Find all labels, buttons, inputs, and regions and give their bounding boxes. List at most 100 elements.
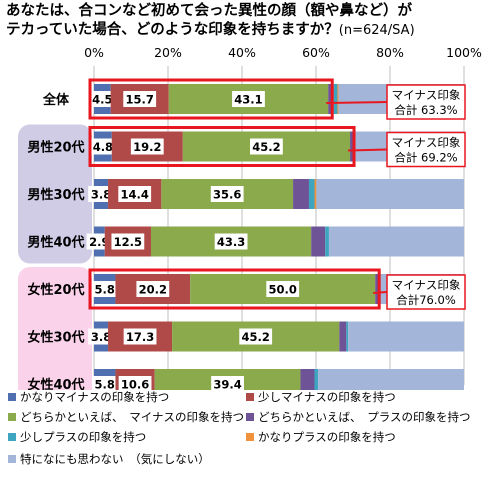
data-label-box [88, 328, 114, 345]
bar-segment [337, 84, 339, 114]
data-label-box [211, 376, 244, 390]
data-label-box [266, 281, 300, 297]
data-label: 43.1 [234, 93, 262, 107]
callout-line-1: マイナス印象 [392, 88, 461, 102]
legend-item: どちらかといえば、 マイナスの印象を持つ [8, 409, 244, 425]
category-group-band [18, 124, 92, 264]
data-label-box [214, 233, 248, 250]
title-line-2-text: テカっていた場合、どのような印象を持ちますか？ [6, 22, 339, 38]
legend-swatch [8, 413, 16, 421]
legend-swatch [246, 393, 254, 401]
data-label: 12.5 [114, 235, 142, 249]
title-line-1: あなたは、合コンなど初めて会った異性の顔（額や鼻など）が [6, 3, 412, 19]
bar-segment [333, 84, 338, 114]
data-label: 20.2 [139, 283, 167, 297]
data-label-box [88, 186, 114, 202]
data-label: 45.2 [252, 140, 280, 154]
callout-box [386, 131, 466, 168]
stacked-bar-chart: 0% 20% 40% 60% 80% 100% 全体 4.5 15.7 43.1 男性20代 4.8 1… [18, 45, 482, 391]
data-label-box [210, 186, 244, 202]
legend-label: どちらかといえば、 マイナスの印象を持つ [20, 410, 245, 424]
category-group-band [18, 267, 92, 390]
legend-label: 特になにも思わない （気にしない） [20, 452, 210, 466]
data-label-box [91, 376, 118, 390]
legend-swatch [246, 433, 254, 441]
data-label: 39.4 [213, 378, 241, 391]
x-tick-label: 40% [228, 45, 256, 60]
data-label-box [111, 233, 145, 250]
legend-label: かなりマイナスの印象を持つ [20, 390, 170, 404]
legend-item: かなりプラスの印象を持つ [246, 429, 396, 445]
callout-pointer [326, 101, 388, 104]
callout-pointer [373, 291, 388, 294]
legend-item: 少しプラスの印象を持つ [8, 429, 146, 445]
data-label: 4.5 [92, 93, 112, 107]
data-label: 35.6 [213, 188, 241, 202]
x-tick-label: 0% [84, 45, 104, 60]
legend-swatch [8, 433, 16, 441]
highlight-frame [88, 268, 381, 310]
data-label-box [136, 281, 170, 297]
data-label-box [118, 186, 152, 202]
x-tick-label: 60% [302, 45, 330, 60]
bar-segment [348, 321, 464, 352]
callout-box [386, 84, 466, 120]
data-label-box [232, 91, 265, 107]
legend-label: 少しマイナスの印象を持つ [258, 390, 396, 404]
category-label: 全体 [42, 92, 70, 108]
category-label: 男性20代 [27, 140, 84, 156]
x-tick-label: 80% [376, 45, 404, 60]
data-label-box [250, 138, 283, 155]
data-label: 10.6 [121, 378, 149, 391]
data-label: 3.8 [91, 330, 111, 344]
legend-label: かなりプラスの印象を持つ [258, 430, 396, 444]
legend-label: どちらかといえば、 プラスの印象を持つ [258, 410, 471, 424]
legend-swatch [8, 455, 16, 463]
data-label-box [123, 91, 157, 107]
data-label: 45.2 [242, 330, 270, 344]
bar-segment [314, 369, 319, 390]
category-label: 女性20代 [27, 282, 84, 298]
bar-segment [350, 131, 354, 162]
data-label: 5.8 [95, 283, 115, 297]
data-label: 43.3 [217, 235, 245, 249]
data-label: 19.2 [133, 140, 161, 154]
highlight-frame [88, 78, 334, 120]
callout-box [386, 274, 466, 310]
data-label-box [239, 328, 273, 345]
x-tick-label: 100% [446, 45, 482, 60]
bar-segment [308, 179, 315, 209]
sample-size: (n=624/SA) [338, 23, 415, 38]
callout-pointer [348, 148, 388, 152]
legend-swatch [8, 393, 16, 401]
data-label: 50.0 [269, 283, 297, 297]
category-label: 女性30代 [27, 330, 84, 346]
bar-segment [346, 321, 349, 352]
callout-line-2: 合計 69.2% [394, 151, 457, 165]
data-label: 14.4 [121, 188, 149, 202]
bar-segment [325, 226, 329, 257]
callout-line-2: 合計 63.3% [394, 103, 457, 117]
data-label: 4.8 [93, 140, 113, 154]
bar-segment [293, 179, 309, 209]
data-label-box [91, 281, 118, 297]
data-label-box [123, 328, 157, 345]
data-label: 5.8 [95, 378, 115, 391]
bar-segment [300, 369, 315, 390]
x-tick-label: 20% [154, 45, 182, 60]
legend-label: 少しプラスの印象を持つ [20, 430, 147, 444]
category-label: 女性40代 [27, 377, 84, 390]
legend-item: かなりマイナスの印象を持つ [8, 389, 169, 405]
category-label: 男性40代 [27, 235, 84, 251]
category-label: 男性30代 [27, 187, 84, 203]
legend-swatch [246, 413, 254, 421]
legend-item: 特になにも思わない （気にしない） [8, 451, 210, 467]
data-label: 15.7 [126, 93, 154, 107]
data-label: 17.3 [126, 330, 154, 344]
bar-segment [328, 226, 464, 257]
data-label: 2.9 [89, 235, 109, 249]
highlight-frame [88, 126, 356, 167]
data-label-box [89, 91, 116, 107]
callout-line-2: 合計76.0% [396, 293, 456, 307]
legend-item: どちらかといえば、 プラスの印象を持つ [246, 409, 471, 425]
